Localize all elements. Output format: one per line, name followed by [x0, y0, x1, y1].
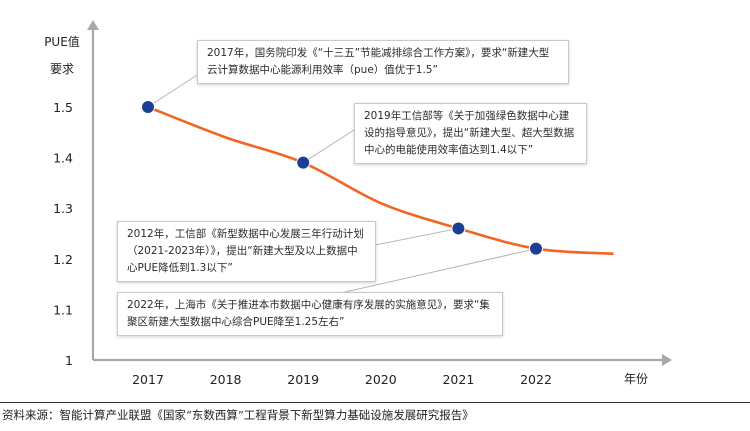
x-axis-label: 年份	[624, 372, 648, 386]
y-axis-label-line-1: PUE值	[44, 34, 80, 49]
y-axis-label-line-2: 要求	[50, 62, 74, 76]
x-tick-label: 2021	[442, 372, 474, 387]
y-tick-label: 1.1	[53, 302, 73, 317]
x-tick-label: 2020	[365, 372, 397, 387]
x-tick-label: 2017	[132, 372, 164, 387]
y-tick-label: 1	[65, 353, 73, 368]
y-tick-label: 1.3	[53, 201, 73, 216]
annotation-2019: 2019年工信部等《关于加强绿色数据中心建设的指导意见》，提出“新建大型、超大型…	[354, 103, 587, 164]
pue-line-chart: 1.5 1.4 1.3 1.2 1.1 1 2017 2018 2019 2020 2021 202…	[44, 20, 672, 387]
data-point-markers	[141, 100, 543, 256]
annotation-leader-line	[302, 129, 355, 164]
annotation-2022: 2022年，上海市《关于推进本市数据中心健康有序发展的实施意见》，要求“集聚区新…	[117, 292, 503, 336]
annotation-2017: 2017年，国务院印发《“十三五”节能减排综合工作方案》，要求“新建大型云计算数…	[197, 40, 569, 84]
data-point-2019	[296, 155, 311, 170]
data-point-2021	[451, 221, 466, 236]
y-tick-label: 1.2	[53, 252, 73, 267]
x-tick-label: 2022	[520, 372, 552, 387]
annotation-leader-line	[309, 248, 537, 301]
annotation-leader-line	[147, 74, 198, 108]
x-tick-label: 2018	[210, 372, 242, 387]
x-tick-labels: 2017 2018 2019 2020 2021 2022	[132, 372, 552, 387]
y-axis-arrowhead	[87, 20, 99, 30]
y-tick-label: 1.5	[53, 100, 73, 115]
x-tick-label: 2019	[287, 372, 319, 387]
data-point-2022	[529, 241, 543, 256]
source-note: 资料来源：智能计算产业联盟《国家“东数西算”工程背景下新型算力基础设施发展研究报…	[0, 402, 750, 431]
y-tick-labels: 1.5 1.4 1.3 1.2 1.1 1	[53, 100, 73, 368]
y-tick-label: 1.4	[53, 151, 73, 166]
x-axis-arrowhead	[662, 354, 672, 366]
annotation-2021: 2012年，工信部《新型数据中心发展三年行动计划（2021-2023年）》，提出…	[117, 221, 376, 282]
data-point-2017	[141, 100, 155, 114]
chart-axes	[87, 20, 672, 366]
